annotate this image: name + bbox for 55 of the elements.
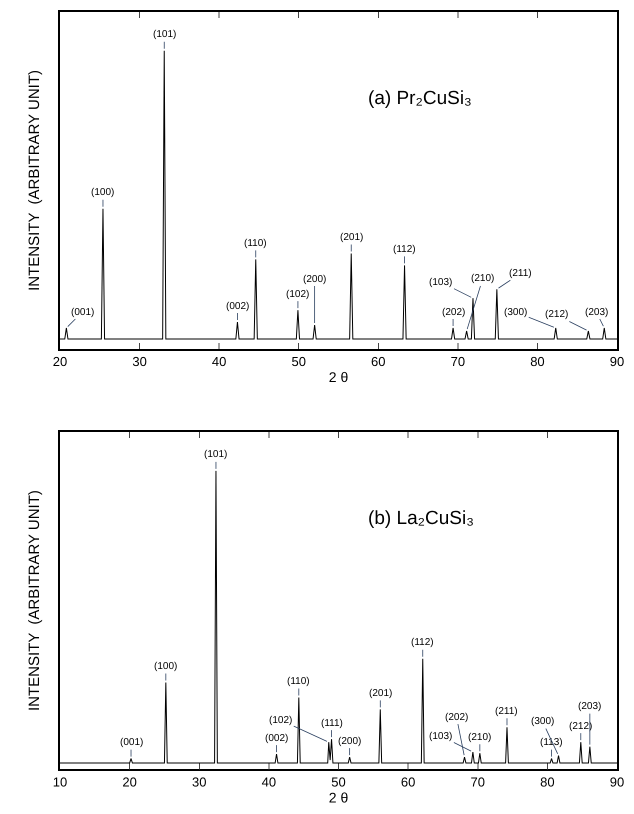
annotation: (210) bbox=[471, 273, 494, 284]
annotation: (101) bbox=[204, 449, 228, 460]
annotation: (103) bbox=[429, 277, 452, 288]
x-tick-label: 70 bbox=[450, 354, 466, 370]
annotation: (211) bbox=[509, 268, 532, 279]
annotation: (112) bbox=[411, 637, 434, 648]
annotation: (110) bbox=[287, 676, 310, 687]
x-tick-label: 10 bbox=[52, 774, 68, 790]
annotation: (002) bbox=[226, 301, 250, 312]
annotation: (100) bbox=[154, 661, 178, 672]
x-tick-label: 40 bbox=[212, 354, 226, 370]
annotation: (203) bbox=[578, 701, 602, 712]
x-tick-label: 90 bbox=[610, 774, 624, 790]
x-tick-label: 90 bbox=[610, 354, 624, 370]
annotation: (203) bbox=[585, 307, 608, 318]
annotation: (101) bbox=[153, 29, 176, 40]
x-tick-label: 30 bbox=[192, 774, 206, 790]
annotation: (300) bbox=[531, 716, 554, 727]
annotation: (001) bbox=[71, 307, 94, 318]
annotation: (103) bbox=[429, 731, 452, 742]
annotation: (111) bbox=[321, 718, 343, 729]
annotation: (300) bbox=[504, 307, 528, 318]
annotation: (001) bbox=[120, 737, 144, 748]
x-tick-label: 20 bbox=[52, 354, 68, 370]
x-tick-label: 80 bbox=[540, 774, 555, 790]
x-tick-label: 40 bbox=[262, 774, 276, 790]
y-axis-title: INTENSITY (ARBITRARY UNIT) bbox=[26, 490, 43, 712]
annotation: (102) bbox=[286, 289, 310, 300]
x-tick-label: 70 bbox=[470, 774, 485, 790]
annotation: (212) bbox=[545, 309, 568, 320]
annotation: (211) bbox=[495, 706, 518, 717]
annotation: (200) bbox=[303, 274, 326, 285]
text: (b) La₂CuSi₃ bbox=[368, 508, 474, 529]
x-tick-label: 50 bbox=[331, 774, 346, 790]
y-axis-title: INTENSITY (ARBITRARY UNIT) bbox=[26, 70, 43, 291]
x-tick-label: 80 bbox=[530, 354, 545, 370]
annotation: (202) bbox=[445, 712, 468, 723]
annotation: (201) bbox=[340, 232, 364, 243]
x-tick-label: 30 bbox=[132, 354, 147, 370]
annotation: (202) bbox=[442, 307, 466, 318]
x-tick-label: 60 bbox=[400, 774, 416, 790]
annotation: (201) bbox=[369, 688, 392, 699]
x-tick-label: 50 bbox=[291, 354, 306, 370]
x-axis-title: 2 θ bbox=[328, 369, 348, 386]
annotation: (112) bbox=[393, 244, 416, 255]
annotation: (110) bbox=[244, 238, 267, 249]
annotation: (002) bbox=[265, 733, 288, 744]
x-tick-label: 20 bbox=[122, 774, 137, 790]
x-axis-title: 2 θ bbox=[328, 789, 348, 806]
text: (a) Pr₂CuSi₃ bbox=[368, 88, 472, 109]
x-tick-label: 60 bbox=[371, 354, 386, 370]
annotation: (102) bbox=[269, 715, 292, 726]
annotation: (200) bbox=[338, 736, 362, 747]
annotation: (210) bbox=[468, 732, 492, 743]
annotation: (100) bbox=[91, 187, 114, 198]
